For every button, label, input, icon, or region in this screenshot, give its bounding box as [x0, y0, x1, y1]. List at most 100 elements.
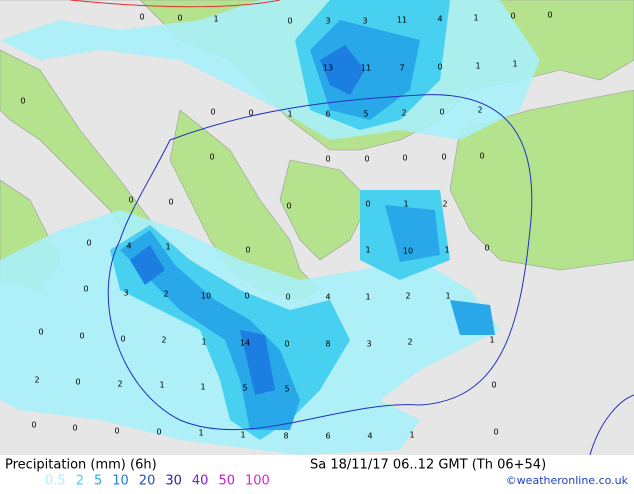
map-value: 2 — [401, 109, 406, 118]
map-value: 5 — [242, 384, 247, 393]
legend-value: 5 — [94, 474, 102, 489]
map-value: 0 — [325, 155, 330, 164]
map-value: 0 — [484, 244, 489, 253]
legend-value: 50 — [218, 474, 235, 489]
map-value: 8 — [325, 340, 330, 349]
map-value: 8 — [283, 432, 288, 441]
date-text: Sa 18/11/17 06..12 GMT (Th 06+54) — [310, 458, 546, 473]
map-value: 4 — [126, 242, 131, 251]
map-value: 1 — [200, 383, 205, 392]
map-value: 0 — [245, 246, 250, 255]
map-labels: 0 0 1 0 3 3 11 4 1 0 013 11 7 0 1 100 0 1 6 5 2 0 20 0 0 0 0 00 0 0 0 1… — [20, 11, 552, 441]
map-value: 0 — [441, 153, 446, 162]
map-value: 0 — [437, 63, 442, 72]
map-value: 6 — [325, 432, 330, 441]
map-value: 1 — [512, 60, 517, 69]
precipitation — [0, 0, 540, 455]
map-value: 3 — [123, 289, 128, 298]
map-value: 0 — [287, 17, 292, 26]
legend-value: 10 — [112, 474, 129, 489]
map-value: 10 — [201, 292, 211, 301]
map-value: 1 — [489, 336, 494, 345]
map-value: 0 — [439, 108, 444, 117]
map-value: 1 — [201, 338, 206, 347]
map-value: 0 — [244, 292, 249, 301]
map-value: 1 — [198, 429, 203, 438]
map-value: 13 — [323, 64, 333, 73]
map-value: 0 — [479, 152, 484, 161]
map-value: 4 — [325, 293, 330, 302]
map-value: 11 — [361, 64, 371, 73]
map-value: 2 — [34, 376, 39, 385]
map-value: 0 — [547, 11, 552, 20]
map-value: 3 — [366, 340, 371, 349]
map-value: 2 — [161, 336, 166, 345]
map-value: 2 — [442, 200, 447, 209]
map-value: 0 — [128, 196, 133, 205]
credit: ©weatheronline.co.uk — [506, 474, 629, 487]
map-value: 0 — [83, 285, 88, 294]
map-value: 4 — [437, 15, 442, 24]
map-value: 6 — [325, 110, 330, 119]
map-value: 0 — [38, 328, 43, 337]
map-value: 1 — [475, 62, 480, 71]
map-value: 0 — [31, 421, 36, 430]
map-value: 14 — [240, 339, 250, 348]
map-value: 0 — [209, 153, 214, 162]
map-value: 1 — [445, 292, 450, 301]
map-value: 0 — [402, 154, 407, 163]
legend-value: 30 — [165, 474, 182, 489]
map-value: 2 — [117, 380, 122, 389]
map-value: 0 — [248, 109, 253, 118]
map-value: 3 — [325, 17, 330, 26]
map-value: 0 — [364, 155, 369, 164]
map-value: 3 — [362, 17, 367, 26]
map-value: 0 — [285, 293, 290, 302]
map-value: 1 — [403, 200, 408, 209]
map-value: 1 — [409, 431, 414, 440]
legend: 0.5 2 5 10 20 30 40 50 100 — [45, 474, 270, 489]
map-value: 4 — [367, 432, 372, 441]
legend-title: Precipitation (mm) (6h) — [5, 458, 157, 473]
contour-line — [107, 94, 533, 431]
front-line — [69, 0, 281, 8]
legend-value: 100 — [245, 474, 270, 489]
map-value: 2 — [163, 290, 168, 299]
map-value: 0 — [510, 12, 515, 21]
map-value: 0 — [86, 239, 91, 248]
map-value: 2 — [407, 338, 412, 347]
map-value: 0 — [365, 200, 370, 209]
map-value: 5 — [363, 110, 368, 119]
map-value: 10 — [403, 247, 413, 256]
map-value: 2 — [405, 292, 410, 301]
map-value: 0 — [177, 14, 182, 23]
map-value: 0 — [120, 335, 125, 344]
map-value: 0 — [284, 340, 289, 349]
map-value: 0 — [210, 108, 215, 117]
map-value: 1 — [365, 293, 370, 302]
map-value: 0 — [72, 424, 77, 433]
map-value: 0 — [79, 332, 84, 341]
legend-value: 0.5 — [45, 474, 66, 489]
map-value: 11 — [397, 16, 407, 25]
legend-value: 20 — [139, 474, 156, 489]
map-value: 0 — [491, 381, 496, 390]
map-value: 5 — [284, 385, 289, 394]
map-value: 1 — [165, 243, 170, 252]
map-value: 0 — [493, 428, 498, 437]
map-value: 1 — [159, 381, 164, 390]
map-value: 1 — [444, 246, 449, 255]
map-value: 1 — [473, 14, 478, 23]
map-value: 0 — [156, 428, 161, 437]
legend-value: 2 — [76, 474, 84, 489]
map-value: 1 — [287, 110, 292, 119]
map-value: 1 — [213, 15, 218, 24]
contour-line — [589, 394, 634, 456]
map-value: 0 — [20, 97, 25, 106]
map-value: 0 — [75, 378, 80, 387]
map-value: 0 — [286, 202, 291, 211]
map-value: 0 — [168, 198, 173, 207]
map-value: 7 — [399, 64, 404, 73]
legend-value: 40 — [192, 474, 209, 489]
